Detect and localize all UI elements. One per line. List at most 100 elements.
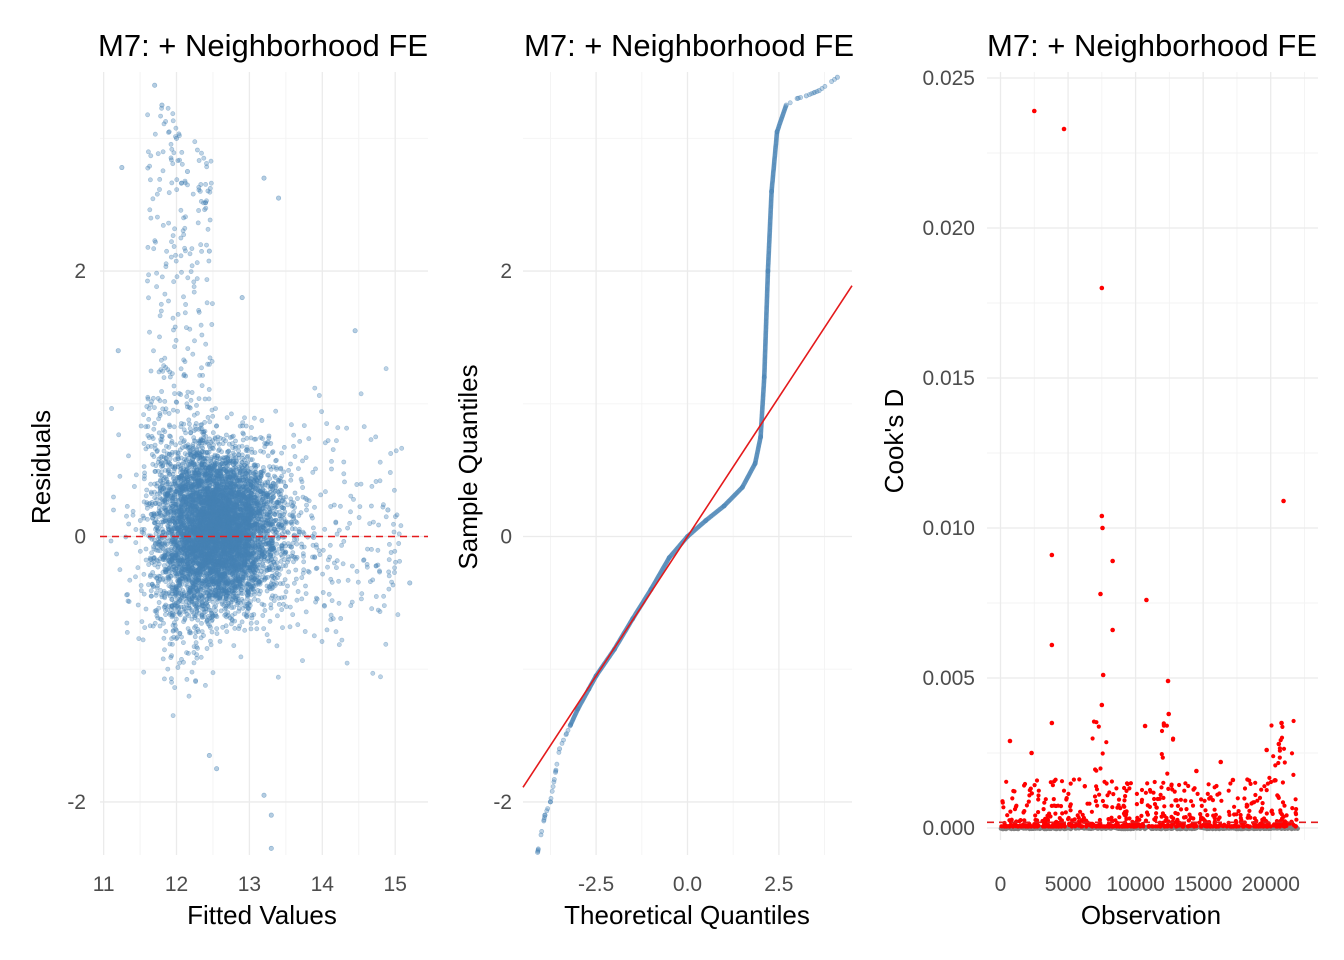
residual-point [189, 557, 195, 563]
residual-point [242, 501, 248, 507]
residual-point [218, 489, 224, 495]
residual-point [212, 545, 218, 551]
residual-point [189, 503, 195, 509]
residual-point [179, 511, 184, 517]
residual-point [253, 476, 258, 481]
residual-point [217, 564, 223, 570]
residual-point [295, 589, 301, 594]
residual-point [248, 575, 254, 581]
residual-point [241, 512, 247, 518]
residual-point [192, 593, 197, 599]
residual-point [195, 544, 200, 550]
residual-point [245, 581, 251, 586]
residual-point [223, 558, 229, 564]
residual-point [130, 508, 136, 514]
residual-point [114, 551, 119, 557]
residual-point [217, 639, 223, 644]
residual-point [201, 435, 206, 440]
residual-point [141, 464, 147, 469]
residual-point [155, 459, 161, 465]
residual-point [205, 614, 211, 619]
residual-point [228, 487, 233, 493]
residual-point [237, 506, 243, 512]
residual-point [143, 493, 149, 499]
residual-point [266, 472, 271, 478]
residual-point [303, 591, 309, 596]
residual-point [221, 561, 227, 566]
residual-point [148, 593, 154, 599]
residual-point [221, 505, 226, 511]
residual-point [213, 512, 219, 518]
residual-point [279, 607, 285, 612]
residual-point [227, 545, 233, 551]
residual-point [181, 564, 187, 570]
residual-point [237, 468, 243, 474]
residual-point [213, 593, 219, 598]
residual-point [202, 683, 208, 688]
residual-point [228, 621, 234, 627]
residual-point [166, 566, 171, 571]
residual-point [133, 527, 139, 532]
residual-point [299, 575, 305, 580]
residual-point [168, 655, 174, 660]
residual-point [216, 486, 222, 492]
residual-point [244, 464, 250, 470]
residual-point [234, 502, 240, 508]
residual-point [178, 475, 184, 481]
residual-point [235, 547, 241, 553]
residual-point [162, 647, 167, 653]
residual-point [238, 654, 244, 660]
residual-point [146, 501, 152, 507]
residual-point [161, 635, 167, 641]
residual-point [141, 591, 147, 597]
residual-point [179, 445, 185, 450]
residual-point [193, 640, 199, 646]
residual-point [179, 595, 185, 600]
residual-point [181, 659, 186, 665]
residual-point [223, 432, 229, 438]
residual-point [207, 419, 213, 425]
residual-point [130, 512, 136, 518]
residual-point [204, 646, 210, 651]
residual-point [138, 423, 144, 429]
residual-point [239, 619, 245, 625]
residual-point [133, 472, 139, 478]
residual-point [286, 569, 292, 575]
residual-point [254, 574, 260, 580]
residual-point [186, 566, 191, 572]
residual-point [231, 643, 237, 648]
residual-point [236, 529, 242, 535]
residual-point [212, 579, 217, 584]
residual-point [202, 524, 208, 529]
residual-point [199, 429, 205, 435]
residual-point [161, 563, 167, 568]
residual-point [169, 440, 174, 446]
residual-point [170, 713, 176, 718]
residual-point [198, 546, 204, 552]
residual-point [206, 501, 212, 507]
residual-point [223, 511, 229, 517]
residual-point [133, 540, 139, 545]
residual-point [206, 396, 212, 402]
residual-point [214, 626, 220, 631]
residual-point [111, 494, 116, 500]
residual-point [242, 559, 248, 565]
residual-point [214, 631, 220, 636]
residual-point [189, 473, 195, 479]
residual-point [228, 482, 234, 487]
residual-point [232, 611, 238, 616]
residual-point [264, 583, 270, 589]
residual-point [214, 423, 220, 429]
residual-point [283, 589, 289, 595]
panel-1-points [108, 82, 413, 851]
residual-point [144, 487, 150, 493]
residual-point [140, 637, 146, 643]
residual-point [224, 614, 229, 620]
residual-point [171, 383, 177, 389]
residual-point [237, 555, 243, 561]
residual-point [234, 584, 239, 590]
residual-point [226, 519, 232, 524]
residual-point [213, 563, 219, 568]
residual-point [266, 506, 272, 512]
residual-point [116, 432, 122, 438]
